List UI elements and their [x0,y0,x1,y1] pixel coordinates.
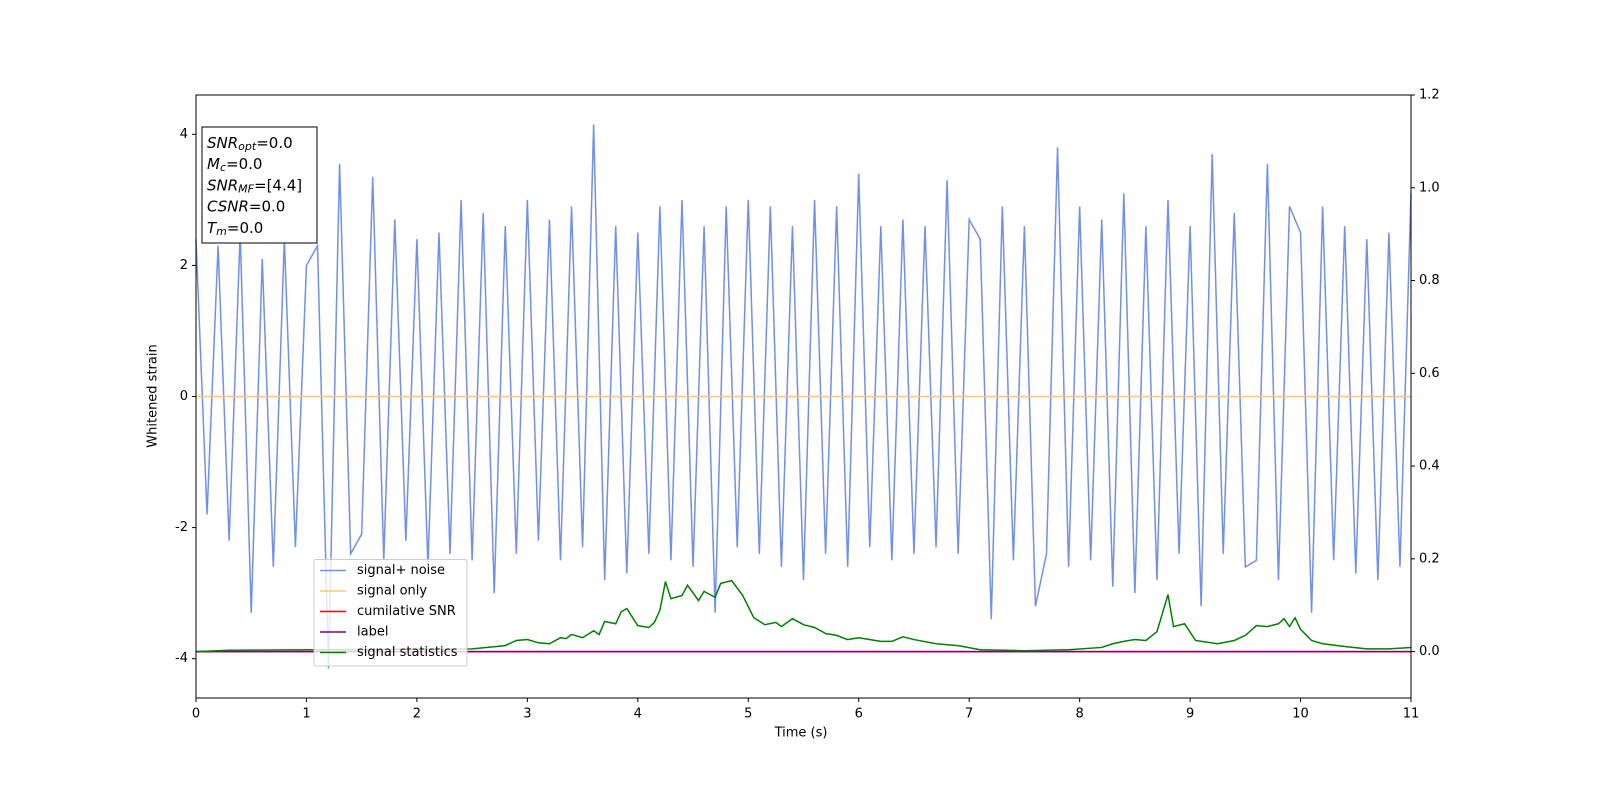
annotation-sub: opt [238,140,257,153]
y2-tick-label: 0.2 [1419,551,1440,566]
y-tick-label: 4 [180,127,188,142]
annotation-text: =0.0 [227,218,263,236]
y-axis-label: Whitened strain [146,344,161,447]
x-tick-label: 2 [413,707,421,722]
x-tick-label: 4 [634,707,642,722]
y2-tick-label: 1.2 [1419,88,1440,103]
annotation-text: =[4.4] [254,176,302,194]
annotation: Mc=0.0 [207,155,262,175]
data-line [195,124,1412,669]
annotation-var: M [207,155,220,173]
annotation: CSNR=0.0 [207,197,285,215]
annotation-box: SNRopt=0.0Mc=0.0SNRMF=[4.4]CSNR=0.0Tm=0.… [201,126,318,244]
annotation-sub: MF [238,182,254,195]
annotation-var: SNR [207,134,238,152]
x-tick-label: 9 [1186,707,1194,722]
legend-label: signal statistics [357,645,458,660]
annotation-var: SNR [207,176,238,194]
legend-label: label [357,625,388,640]
annotation-sub: m [216,225,227,238]
x-tick-label: 0 [192,707,200,722]
plot-frame [195,94,1412,699]
x-tick-label: 10 [1292,707,1309,722]
x-tick-label: 7 [965,707,973,722]
legend: signal+ noise signal only cumilative SNR la… [313,559,468,667]
data-line [195,579,1412,653]
annotation-text: =0.0 [249,197,285,215]
x-tick-label: 11 [1403,707,1420,722]
y2-tick-label: 0.8 [1419,273,1440,288]
annotation: Tm=0.0 [207,218,263,238]
annotation-sub: c [220,161,226,174]
annotation-text: =0.0 [226,155,262,173]
annotation-var: T [207,218,218,236]
y2-tick-label: 0.6 [1419,366,1440,381]
annotation-frame [201,126,318,244]
x-tick-label: 5 [744,707,752,722]
y2-tick-label: 0.0 [1419,644,1440,659]
x-tick-label: 1 [302,707,310,722]
legend-frame [313,559,468,667]
x-tick-label: 6 [855,707,863,722]
annotation: SNRopt=0.0 [207,134,293,154]
y-tick-label: -4 [175,651,188,666]
x-axis-label: Time (s) [774,726,828,741]
annotation: SNRMF=[4.4] [207,176,302,196]
annotation-var: CSNR [207,197,249,215]
y2-tick-label: 1.0 [1419,180,1440,195]
y-tick-label: -2 [175,520,188,535]
x-tick-label: 8 [1075,707,1083,722]
legend-label: signal+ noise [357,563,445,578]
y-tick-label: 0 [180,389,188,404]
y-tick-label: 2 [180,258,188,273]
annotation-text: =0.0 [256,134,292,152]
y2-tick-label: 0.4 [1419,459,1440,474]
legend-label: signal only [357,584,427,599]
legend-label: cumilative SNR [357,604,456,619]
x-tick-label: 3 [523,707,531,722]
